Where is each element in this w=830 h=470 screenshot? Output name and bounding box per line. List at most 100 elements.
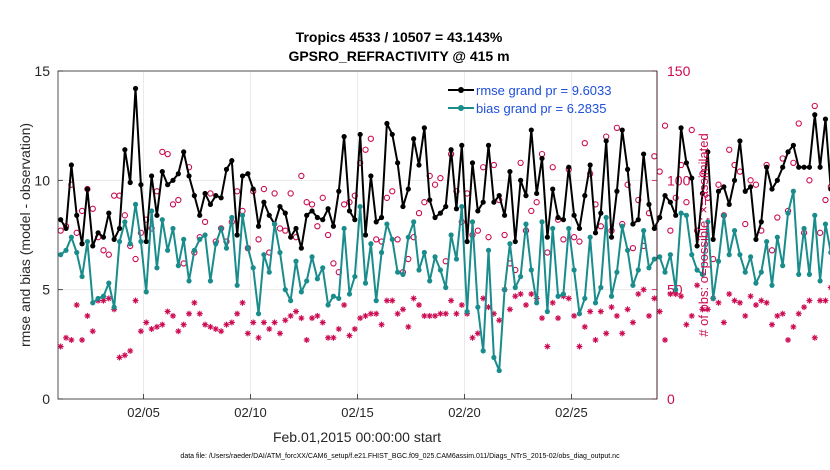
assimilated-obs-point [255,334,262,341]
assimilated-obs-point [619,330,626,337]
bias-point [68,234,74,240]
legend-bias-marker [458,105,464,111]
rmse-point [694,243,700,249]
assimilated-obs-point [298,315,305,322]
bias-point [710,295,716,302]
assimilated-obs-point [544,343,551,350]
rmse-point [304,212,310,218]
assimilated-obs-point [736,299,743,306]
assimilated-obs-point [731,297,738,304]
possible-obs-point [715,181,722,188]
bias-point [721,212,727,218]
rmse-point [806,164,813,170]
rmse-point [512,238,518,245]
rmse-point [127,179,133,186]
rmse-point [218,195,224,201]
bias-point [378,249,385,256]
assimilated-obs-point [469,334,476,341]
bias-point [662,269,668,275]
bias-point [229,214,235,221]
rmse-point [197,212,203,218]
assimilated-obs-point [565,295,572,302]
y-left-tick-label: 0 [42,391,50,407]
bias-point [699,271,706,277]
bias-point [624,247,631,253]
rmse-point [229,158,235,164]
bias-point [298,289,304,295]
assimilated-obs-point [817,297,824,304]
bias-point [132,201,139,207]
bias-point [148,208,155,214]
rmse-point [747,184,754,190]
assimilated-obs-point [597,308,604,315]
assimilated-obs-point [137,328,144,335]
chart-title: Tropics 4533 / 10507 = 43.143% [296,29,503,45]
rmse-point [448,147,454,153]
bias-point [437,267,443,273]
possible-obs-point [485,234,492,241]
assimilated-obs-point [549,299,556,306]
bias-point [801,225,807,232]
rmse-point [175,171,181,177]
assimilated-obs-point [474,330,481,337]
assimilated-obs-point [667,291,674,298]
bias-point [619,223,625,229]
bias-point [448,232,454,238]
rmse-point [485,142,492,148]
possible-obs-point [164,150,171,158]
assimilated-obs-point [715,299,722,306]
bias-point [282,287,288,293]
possible-obs-point [121,212,129,219]
assimilated-obs-point [453,310,460,317]
rmse-point [255,223,262,229]
assimilated-obs-point [73,301,80,308]
assimilated-obs-point [378,321,385,328]
rmse-point [544,234,550,240]
assimilated-obs-point [367,310,374,317]
assimilated-obs-point [662,336,669,343]
assimilated-obs-point [576,343,583,350]
assimilated-obs-point [426,312,433,319]
assimilated-obs-point [496,317,503,324]
rmse-point [261,199,267,205]
assimilated-obs-point [180,321,187,328]
bias-point [427,278,433,284]
rmse-point [395,160,401,166]
assimilated-obs-point [303,336,310,343]
possible-obs-point [169,201,177,208]
assimilated-obs-point [271,319,278,326]
legend: rmse grand pr = 9.6033 bias grand pr = 6… [448,83,612,116]
bias-point [528,267,534,273]
assimilated-obs-point [410,295,417,302]
assimilated-obs-point [148,326,155,333]
assimilated-obs-point [694,282,701,289]
bias-point [753,280,759,286]
possible-obs-point [282,227,289,234]
possible-obs-point [747,177,754,184]
rmse-point [186,173,192,179]
bias-point [758,269,764,275]
possible-obs-point [629,244,637,252]
y-left-tick-label: 15 [34,63,50,79]
bias-point [496,367,502,374]
assimilated-obs-point [768,321,775,328]
bias-point [336,295,342,302]
bias-point [181,236,187,242]
rmse-point [202,190,208,197]
rmse-point [673,212,679,218]
possible-obs-series [57,102,830,276]
bias-point [362,280,369,286]
rmse-point [213,193,219,199]
rmse-point [507,168,513,175]
assimilated-obs-point [405,323,412,330]
rmse-point [769,186,775,192]
possible-obs-point [795,120,802,127]
assimilated-obs-point [121,352,128,359]
assimilated-obs-point [522,301,529,308]
assimilated-obs-point [758,297,765,304]
bias-line [60,190,830,372]
assimilated-obs-point [416,301,423,308]
bias-point [608,293,615,299]
assimilated-obs-point [774,312,781,319]
assimilated-obs-point [84,312,91,319]
